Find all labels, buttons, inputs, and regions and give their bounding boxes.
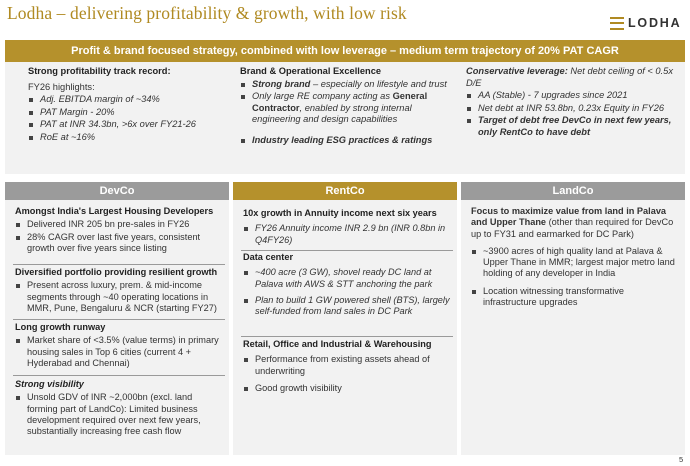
- landco-header: LandCo: [461, 182, 685, 200]
- logo-text: LODHA: [628, 16, 682, 30]
- divider: [241, 336, 453, 337]
- list-item: Delivered INR 205 bn pre-sales in FY26: [15, 219, 223, 230]
- landco-focus-section: Focus to maximize value from land in Pal…: [471, 206, 679, 308]
- divider: [13, 319, 225, 320]
- devco-housing-section: Amongst India's Largest Housing Develope…: [15, 206, 223, 254]
- devco-runway-section: Long growth runway Market share of <3.5%…: [15, 322, 223, 369]
- rentco-annuity-section: 10x growth in Annuity income next six ye…: [243, 208, 451, 246]
- divider: [13, 264, 225, 265]
- section-heading: Amongst India's Largest Housing Develope…: [15, 206, 214, 216]
- list-item: Industry leading ESG practices & ratings: [240, 135, 450, 147]
- list-item: Present across luxury, prem. & mid-incom…: [15, 280, 223, 314]
- leverage-list: AA (Stable) - 7 upgrades since 2021 Net …: [466, 90, 680, 138]
- list-item: FY26 Annuity income INR 2.9 bn (INR 0.8b…: [243, 223, 451, 246]
- brand-heading: Brand & Operational Excellence: [240, 66, 382, 76]
- list-item: AA (Stable) - 7 upgrades since 2021: [466, 90, 680, 102]
- rentco-header: RentCo: [233, 182, 457, 200]
- list-item: Good growth visibility: [243, 383, 451, 394]
- brand-list: Strong brand – especially on lifestyle a…: [240, 79, 450, 147]
- profitability-heading: Strong profitability track record:: [28, 66, 171, 76]
- devco-visibility-section: Strong visibility Unsold GDV of INR ~2,0…: [15, 379, 223, 437]
- section-heading: Diversified portfolio providing resilien…: [15, 267, 218, 277]
- list-item: Plan to build 1 GW powered shell (BTS), …: [243, 295, 451, 318]
- devco-portfolio-section: Diversified portfolio providing resilien…: [15, 267, 223, 314]
- brand-column: Brand & Operational Excellence Strong br…: [240, 66, 450, 147]
- list-item: Market share of <3.5% (value terms) in p…: [15, 335, 223, 369]
- list-item: Only large RE company acting as General …: [240, 91, 450, 126]
- strategy-banner: Profit & brand focused strategy, combine…: [5, 40, 685, 62]
- landco-heading: Focus to maximize value from land in Pal…: [471, 206, 674, 239]
- lodha-logo-icon: [610, 16, 624, 30]
- list-item: Adj. EBITDA margin of ~34%: [28, 94, 233, 106]
- list-item: Target of debt free DevCo in next few ye…: [466, 115, 680, 138]
- section-heading: 10x growth in Annuity income next six ye…: [243, 208, 437, 218]
- rentco-retail-section: Retail, Office and Industrial & Warehous…: [243, 339, 451, 394]
- divider: [13, 375, 225, 376]
- section-heading: Data center: [243, 252, 294, 262]
- company-logo: LODHA: [610, 16, 681, 30]
- list-item: Location witnessing transformative infra…: [471, 286, 679, 309]
- section-heading: Retail, Office and Industrial & Warehous…: [243, 339, 432, 349]
- section-heading: Long growth runway: [15, 322, 106, 332]
- divider: [241, 250, 453, 251]
- list-item: Unsold GDV of INR ~2,000bn (excl. land f…: [15, 392, 223, 437]
- page-title: Lodha – delivering profitability & growt…: [7, 3, 407, 23]
- profitability-column: Strong profitability track record: FY26 …: [28, 66, 233, 144]
- section-heading: Strong visibility: [15, 379, 84, 389]
- fy26-highlights-label: FY26 highlights:: [28, 81, 95, 92]
- list-item: ~3900 acres of high quality land at Pala…: [471, 246, 679, 280]
- list-item: RoE at ~16%: [28, 132, 233, 144]
- list-item: PAT Margin - 20%: [28, 107, 233, 119]
- list-item: Net debt at INR 53.8bn, 0.23x Equity in …: [466, 103, 680, 115]
- leverage-column: Conservative leverage: Net debt ceiling …: [466, 66, 680, 139]
- rentco-panel: 10x growth in Annuity income next six ye…: [233, 200, 457, 455]
- list-item: PAT at INR 34.3bn, >6x over FY21-26: [28, 119, 233, 131]
- landco-panel: Focus to maximize value from land in Pal…: [461, 200, 685, 455]
- list-item: ~400 acre (3 GW), shovel ready DC land a…: [243, 267, 451, 290]
- devco-panel: Amongst India's Largest Housing Develope…: [5, 200, 229, 455]
- rentco-datacenter-section: Data center ~400 acre (3 GW), shovel rea…: [243, 252, 451, 317]
- list-item: Performance from existing assets ahead o…: [243, 354, 451, 377]
- page-number: 5: [679, 455, 684, 464]
- leverage-heading: Conservative leverage: Net debt ceiling …: [466, 66, 673, 88]
- list-item: Strong brand – especially on lifestyle a…: [240, 79, 450, 91]
- profitability-list: Adj. EBITDA margin of ~34% PAT Margin - …: [28, 94, 233, 143]
- devco-header: DevCo: [5, 182, 229, 200]
- highlights-band: [5, 62, 685, 174]
- list-item: 28% CAGR over last five years, consisten…: [15, 232, 223, 255]
